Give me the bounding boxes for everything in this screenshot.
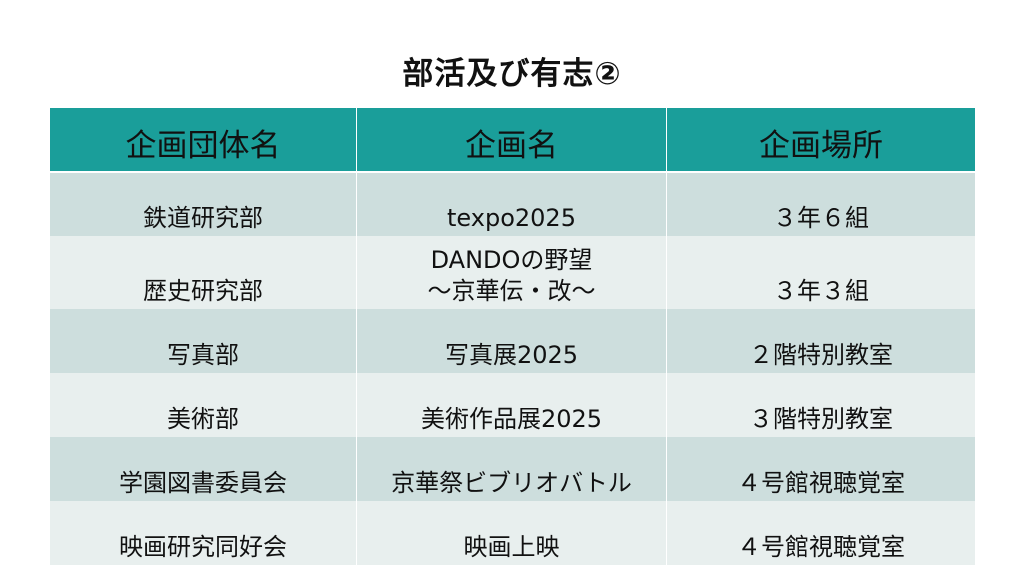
table-row: 鉄道研究部 texpo2025 ３年６組 [49,172,976,236]
cell-project-line: 京華祭ビブリオバトル [391,469,632,497]
cell-place: ２階特別教室 [666,309,976,373]
cell-project-line: ～京華伝・改～ [427,277,596,305]
cell-project: DANDOの野望 ～京華伝・改～ [356,236,667,309]
cell-place: ３年６組 [666,172,976,236]
page-title: 部活及び有志② [402,56,622,92]
cell-project-line: 映画上映 [463,533,560,561]
header-row: 企画団体名 企画名 企画場所 [49,108,976,173]
table-row: 写真部 写真展2025 ２階特別教室 [49,309,976,373]
table-row: 歴史研究部 DANDOの野望 ～京華伝・改～ ３年３組 [49,236,976,309]
table-row: 学園図書委員会 京華祭ビブリオバトル ４号館視聴覚室 [49,437,976,501]
cell-place: ４号館視聴覚室 [666,437,976,501]
cell-group: 歴史研究部 [49,236,357,309]
cell-place: ４号館視聴覚室 [666,501,976,565]
cell-group: 美術部 [49,373,357,437]
events-table: 企画団体名 企画名 企画場所 鉄道研究部 texpo2025 ３年６組 歴史研究… [49,108,976,565]
cell-project: texpo2025 [356,172,667,236]
cell-group: 映画研究同好会 [49,501,357,565]
cell-place: ３階特別教室 [666,373,976,437]
table-row: 映画研究同好会 映画上映 ４号館視聴覚室 [49,501,976,565]
cell-group: 鉄道研究部 [49,172,357,236]
table-row: 美術部 美術作品展2025 ３階特別教室 [49,373,976,437]
column-header-place: 企画場所 [666,108,976,173]
table-body: 鉄道研究部 texpo2025 ３年６組 歴史研究部 DANDOの野望 ～京華伝… [49,172,976,565]
cell-project: 映画上映 [356,501,667,565]
cell-group: 写真部 [49,309,357,373]
column-header-group: 企画団体名 [49,108,357,173]
cell-project-line: texpo2025 [447,204,576,232]
cell-project-line: 美術作品展2025 [420,405,603,433]
cell-project-line: DANDOの野望 [430,246,593,274]
cell-project-line: 写真展2025 [444,341,579,369]
cell-project: 写真展2025 [356,309,667,373]
column-header-project: 企画名 [356,108,667,173]
table-header: 企画団体名 企画名 企画場所 [49,108,976,173]
cell-project: 美術作品展2025 [356,373,667,437]
cell-project: 京華祭ビブリオバトル [356,437,667,501]
cell-place: ３年３組 [666,236,976,309]
cell-group: 学園図書委員会 [49,437,357,501]
